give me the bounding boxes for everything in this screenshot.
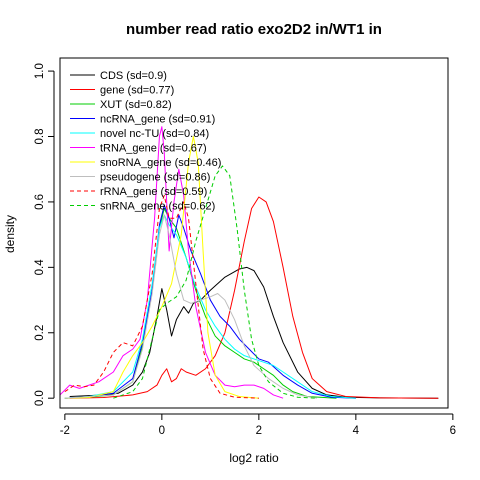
legend-label: tRNA_gene (sd=0.67) [100, 143, 207, 155]
y-tick-label: 0.0 [34, 390, 46, 406]
series-line-2 [69, 196, 439, 399]
legend-label: ncRNA_gene (sd=0.91) [100, 114, 215, 126]
legend: CDS (sd=0.9) gene (sd=0.77) XUT (sd=0.82) n… [70, 70, 221, 213]
legend-label: pseudogene (sd=0.86) [100, 172, 210, 184]
y-tick-label: 0.8 [34, 129, 46, 145]
y-tick-label: 0.6 [34, 194, 46, 210]
series-line-4 [64, 204, 356, 399]
series-line-3 [64, 207, 337, 399]
legend-label: CDS (sd=0.9) [100, 70, 167, 82]
y-tick-label: 0.2 [34, 325, 46, 341]
series-line-5 [64, 214, 356, 399]
x-tick-label: 0 [159, 425, 165, 437]
legend-label: novel nc-TU (sd=0.84) [100, 128, 209, 140]
x-tick-label: -2 [60, 425, 70, 437]
series-line-9 [64, 194, 259, 399]
series-layer [59, 126, 439, 399]
y-tick-label: 1.0 [34, 63, 46, 79]
series-line-7 [64, 136, 259, 399]
legend-label: rRNA_gene (sd=0.59) [100, 186, 207, 198]
y-tick-label: 0.4 [34, 259, 46, 276]
series-line-10 [113, 165, 318, 399]
x-tick-label: 2 [256, 425, 262, 437]
chart-title: number read ratio exo2D2 in/WT1 in [126, 21, 382, 38]
y-axis-label: density [3, 215, 17, 253]
x-axis-label: log2 ratio [229, 451, 279, 465]
x-tick-label: 6 [450, 425, 456, 437]
legend-label: XUT (sd=0.82) [100, 99, 172, 111]
series-line-6 [59, 126, 284, 399]
legend-label: snRNA_gene (sd=0.62) [100, 201, 215, 213]
y-axis: 0.0 0.2 0.4 0.6 0.8 1.0 [34, 63, 55, 406]
x-tick-label: 4 [353, 425, 360, 437]
legend-label: gene (sd=0.77) [100, 85, 174, 97]
plot-frame [59, 57, 449, 409]
x-axis: -2 0 2 4 6 [60, 413, 456, 437]
legend-label: snoRNA_gene (sd=0.46) [100, 157, 221, 169]
series-line-8 [64, 214, 318, 399]
series-line-1 [69, 266, 439, 399]
